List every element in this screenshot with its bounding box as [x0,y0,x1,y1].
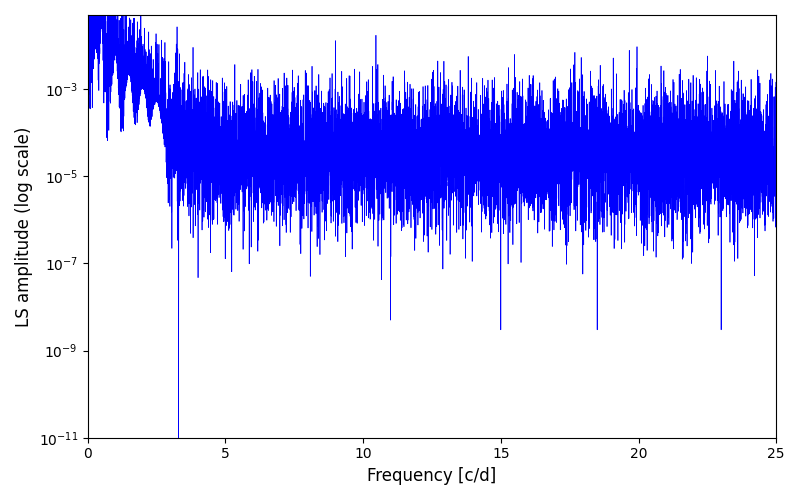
Y-axis label: LS amplitude (log scale): LS amplitude (log scale) [15,126,33,326]
X-axis label: Frequency [c/d]: Frequency [c/d] [367,467,497,485]
